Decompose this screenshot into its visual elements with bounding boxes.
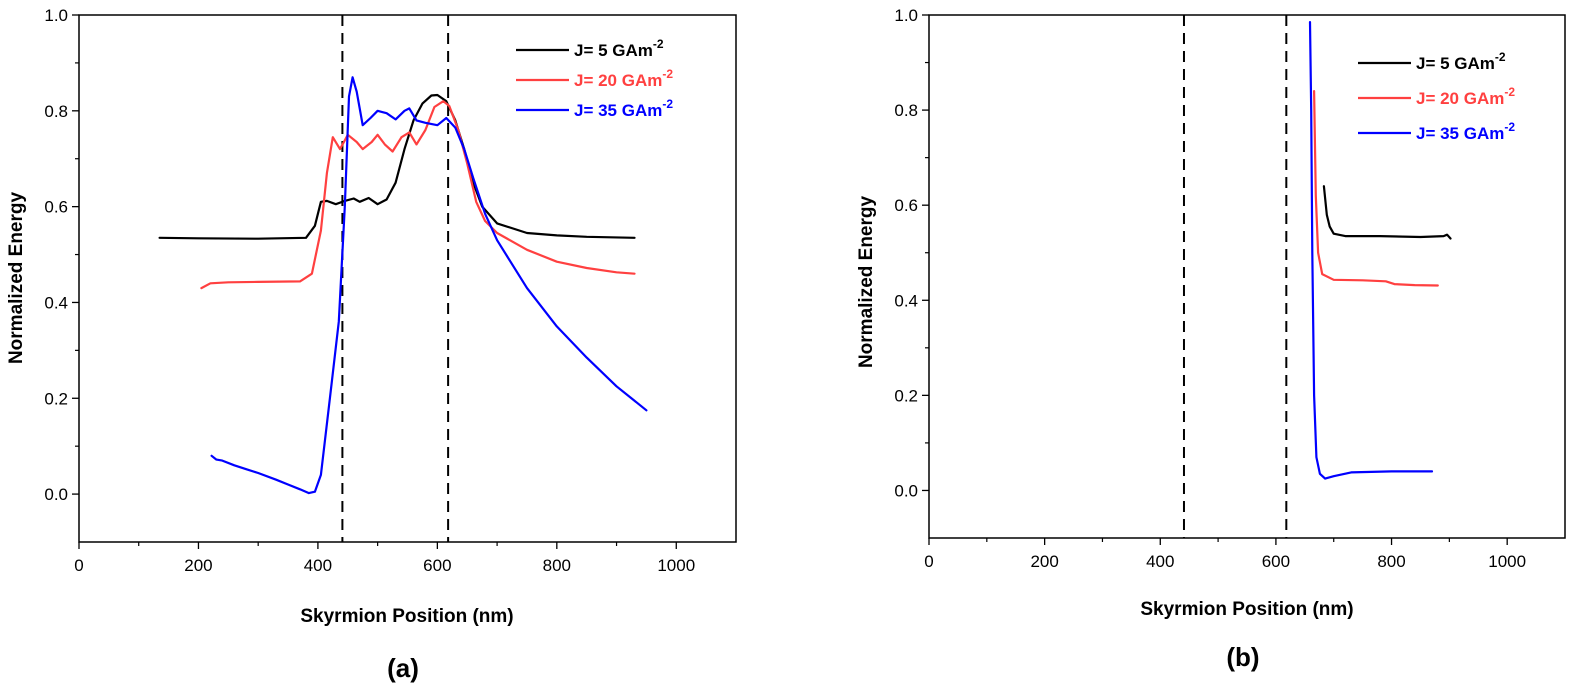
series-line-2 [200, 100, 636, 290]
legend-entry-label: J= 35 GAm-2 [574, 97, 673, 120]
legend-entry-label: J= 20 GAm-2 [1416, 85, 1515, 108]
series-line-3 [1308, 21, 1434, 480]
panel-a-x-ticks: 0 200 400 600 800 1000 [74, 542, 695, 575]
panel-a-y-ticks: 0.0 0.2 0.4 0.6 0.8 1.0 [44, 6, 79, 504]
legend-entry-superscript: -2 [1504, 85, 1515, 99]
legend-entry-text: J= 20 GAm [574, 71, 662, 90]
x-tick-label: 200 [1030, 552, 1058, 571]
panel-a-legend: J= 5 GAm-2J= 20 GAm-2J= 35 GAm-2 [516, 37, 673, 120]
panel-b-x-axis-title: Skyrmion Position (nm) [1140, 599, 1353, 620]
y-tick-label: 0.2 [894, 386, 918, 405]
y-tick-label: 0.6 [894, 196, 918, 215]
panel-a-plot-frame [78, 14, 737, 543]
legend-entry-text: J= 5 GAm [574, 41, 653, 60]
panel-b-legend: J= 5 GAm-2J= 20 GAm-2J= 35 GAm-2 [1358, 50, 1515, 143]
x-tick-label: 400 [1146, 552, 1174, 571]
x-tick-label: 1000 [657, 556, 695, 575]
x-tick-label: 0 [924, 552, 933, 571]
panel-a-x-axis-title: Skyrmion Position (nm) [300, 606, 513, 627]
y-tick-label: 0.6 [44, 198, 68, 217]
y-tick-label: 0.4 [894, 291, 918, 310]
legend-entry-text: J= 20 GAm [1416, 89, 1504, 108]
legend-entry-superscript: -2 [653, 37, 664, 51]
legend-entry-superscript: -2 [662, 97, 673, 111]
legend-entry-text: J= 35 GAm [1416, 124, 1504, 143]
legend-entry-label: J= 5 GAm-2 [574, 37, 664, 60]
y-tick-label: 0.2 [44, 389, 68, 408]
panel-b-chart: 0 200 400 600 800 1000 0.0 0.2 0.4 0.6 0.8 1.0 J= … [856, 6, 1566, 672]
series-line-1 [1322, 185, 1452, 240]
panel-b-y-ticks: 0.0 0.2 0.4 0.6 0.8 1.0 [894, 6, 929, 500]
y-tick-label: 0.0 [44, 485, 68, 504]
y-tick-label: 0.0 [894, 481, 918, 500]
panel-b-series [1308, 21, 1452, 480]
legend-entry-superscript: -2 [1504, 120, 1515, 134]
x-tick-label: 0 [74, 556, 83, 575]
panel-a-label: (a) [387, 653, 419, 683]
y-tick-label: 0.8 [894, 101, 918, 120]
panel-b-x-ticks: 0 200 400 600 800 1000 [924, 538, 1526, 571]
legend-entry-superscript: -2 [662, 67, 673, 81]
series-line-2 [1313, 90, 1439, 287]
x-tick-label: 200 [184, 556, 212, 575]
panel-b-y-axis-title: Normalized Energy [856, 196, 877, 369]
x-tick-label: 400 [304, 556, 332, 575]
x-tick-label: 600 [423, 556, 451, 575]
legend-entry-label: J= 5 GAm-2 [1416, 50, 1506, 73]
panel-b-reference-lines [1182, 15, 1288, 538]
panel-a-reference-lines [341, 15, 450, 542]
panel-b-plot-frame [928, 14, 1566, 539]
y-tick-label: 0.4 [44, 293, 68, 312]
legend-entry-label: J= 20 GAm-2 [574, 67, 673, 90]
panel-a-chart: 0 200 400 600 800 1000 0.0 0.2 0.4 0.6 0.8 1.0 J= … [6, 6, 737, 683]
y-tick-label: 0.8 [44, 102, 68, 121]
x-tick-label: 800 [543, 556, 571, 575]
y-tick-label: 1.0 [44, 6, 68, 25]
panel-a-y-axis-title: Normalized Energy [6, 192, 27, 365]
legend-entry-superscript: -2 [1495, 50, 1506, 64]
legend-entry-label: J= 35 GAm-2 [1416, 120, 1515, 143]
x-tick-label: 800 [1377, 552, 1405, 571]
x-tick-label: 1000 [1488, 552, 1526, 571]
x-tick-label: 600 [1262, 552, 1290, 571]
series-line-3 [210, 76, 648, 495]
legend-entry-text: J= 35 GAm [574, 101, 662, 120]
legend-entry-text: J= 5 GAm [1416, 54, 1495, 73]
panel-a-series [158, 76, 648, 495]
panel-b-label: (b) [1226, 642, 1259, 672]
y-tick-label: 1.0 [894, 6, 918, 25]
